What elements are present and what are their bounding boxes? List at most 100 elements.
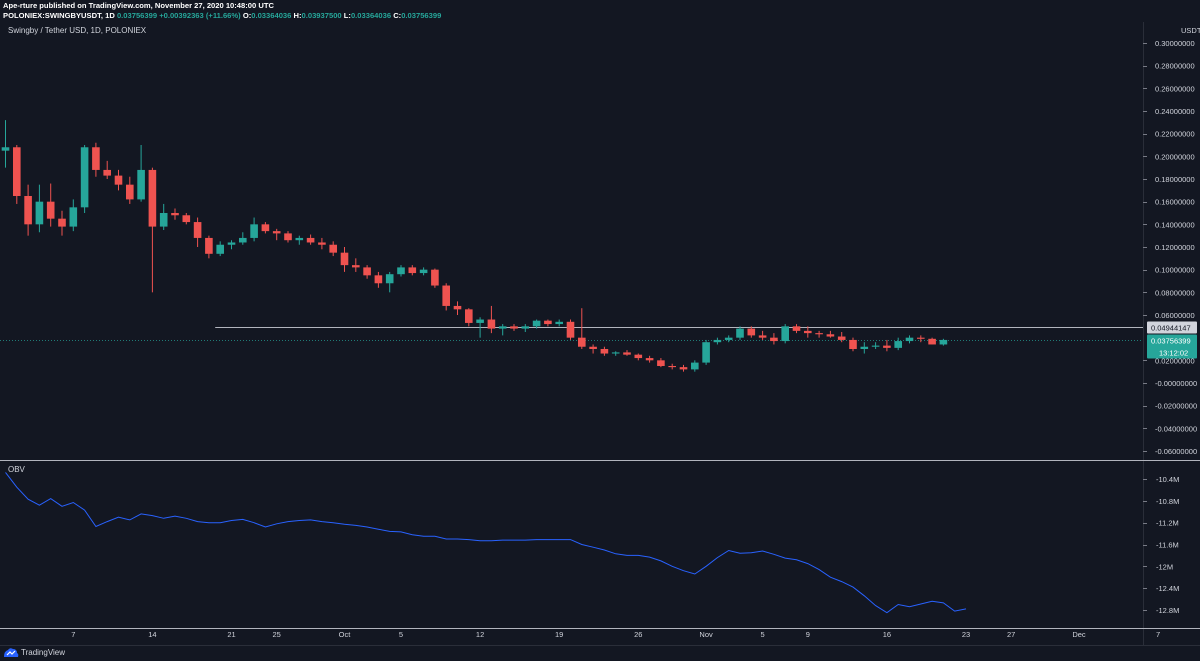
candle xyxy=(295,235,304,245)
obv-indicator-label[interactable]: OBV xyxy=(8,465,25,474)
candle-body xyxy=(24,196,32,225)
candle-body xyxy=(736,328,744,338)
candle xyxy=(634,353,643,361)
candle xyxy=(724,335,733,343)
candle xyxy=(453,301,462,315)
price-axis[interactable]: 0.30000000 0.28000000 0.26000000 0.24000000… xyxy=(1143,26,1200,456)
low-label: L: xyxy=(343,11,351,20)
candle xyxy=(713,337,722,345)
candle-body xyxy=(408,267,417,274)
candle xyxy=(871,342,880,349)
candle xyxy=(770,333,778,345)
obv-tick-label: -12.4M xyxy=(1156,584,1179,593)
candle-body xyxy=(724,337,733,340)
candle-body xyxy=(645,358,654,361)
candle-body xyxy=(623,352,631,355)
candle-body xyxy=(171,213,179,216)
candle xyxy=(419,267,428,276)
obv-tick-label: -12.8M xyxy=(1156,606,1179,615)
candle-body xyxy=(792,326,801,331)
candle-body xyxy=(126,184,134,200)
obv-axis[interactable]: -10.4M -10.8M -11.2M -11.6M -12M -12.4M -12.8M xyxy=(1143,475,1179,615)
time-tick-label: 25 xyxy=(273,630,281,639)
candle xyxy=(352,258,360,272)
tradingview-logo-icon[interactable] xyxy=(3,647,19,659)
candle-body xyxy=(69,207,78,227)
tradingview-brand[interactable]: TradingView xyxy=(21,648,66,657)
publish-info: Ape-rture published on TradingView.com, … xyxy=(3,1,274,11)
last-price-text: 0.03756399 xyxy=(116,11,158,20)
price-tick-label: 0.18000000 xyxy=(1155,175,1195,184)
candle-body xyxy=(804,330,812,334)
candle xyxy=(329,241,337,257)
candle xyxy=(239,232,247,245)
candle xyxy=(691,360,699,372)
candle xyxy=(623,350,631,356)
time-tick-label: 16 xyxy=(883,630,891,639)
author-name[interactable]: Ape-rture xyxy=(3,1,38,10)
candle xyxy=(566,319,575,340)
time-axis[interactable]: 7142125Oct5121926Nov59162327Dec714 xyxy=(71,630,1200,639)
price-tick-label: 0.22000000 xyxy=(1155,130,1195,139)
candle xyxy=(363,265,371,279)
ohlc-line: POLONIEX:SWINGBYUSDT, 1D 0.03756399 +0.0… xyxy=(3,11,441,21)
candle xyxy=(815,330,823,338)
candle-body xyxy=(431,269,439,286)
obv-tick-label: -11.6M xyxy=(1156,541,1179,550)
candle xyxy=(498,324,507,336)
candle xyxy=(284,231,292,243)
change-text: +0.00392363 (+11.66%) xyxy=(159,11,241,20)
candle xyxy=(894,337,902,351)
price-tick-label: -0.04000000 xyxy=(1155,424,1197,433)
candle-body xyxy=(691,362,699,370)
candle-body xyxy=(13,147,21,196)
candle xyxy=(747,326,756,338)
candle-body xyxy=(611,352,620,354)
candle xyxy=(781,324,789,344)
candle xyxy=(510,324,518,331)
candle-body xyxy=(894,341,902,348)
candle-body xyxy=(815,333,823,335)
time-tick-label: 14 xyxy=(148,630,156,639)
candle-body xyxy=(374,275,383,284)
candle-body xyxy=(137,169,145,200)
candle xyxy=(804,326,812,338)
candle xyxy=(46,183,55,227)
candle xyxy=(849,337,857,352)
candle-body xyxy=(589,346,597,349)
candle xyxy=(939,338,948,346)
candle xyxy=(600,346,609,356)
candle xyxy=(397,265,405,277)
candle-body xyxy=(747,328,756,336)
horizontal-line-group[interactable] xyxy=(0,327,1143,341)
candle xyxy=(860,342,869,354)
candle-body xyxy=(566,321,575,338)
candle-body xyxy=(826,334,835,337)
candle-body xyxy=(114,175,123,185)
price-tick-label: 0.12000000 xyxy=(1155,243,1195,252)
candle-body xyxy=(871,345,880,347)
obv-group xyxy=(5,472,967,614)
low-value: 0.03364036 xyxy=(350,11,392,20)
candle-body xyxy=(668,366,676,368)
candle-body xyxy=(205,237,213,254)
time-tick-label: Dec xyxy=(1072,630,1086,639)
candle xyxy=(645,355,654,363)
candle-body xyxy=(239,237,247,243)
footer: TradingView xyxy=(0,645,1200,661)
candle xyxy=(702,339,710,365)
candle-body xyxy=(363,267,371,276)
candle-body xyxy=(634,354,643,359)
candle xyxy=(928,337,936,345)
candle-body xyxy=(352,265,360,268)
obv-line xyxy=(5,472,967,614)
candle xyxy=(216,241,224,257)
candle xyxy=(385,271,394,293)
candle-body xyxy=(103,169,111,176)
candle-body xyxy=(295,237,304,241)
candle-body xyxy=(227,242,236,245)
last-price-box xyxy=(1147,334,1197,359)
chart-header: Ape-rture published on TradingView.com, … xyxy=(0,0,1200,22)
price-tick-label: 0.08000000 xyxy=(1155,288,1195,297)
